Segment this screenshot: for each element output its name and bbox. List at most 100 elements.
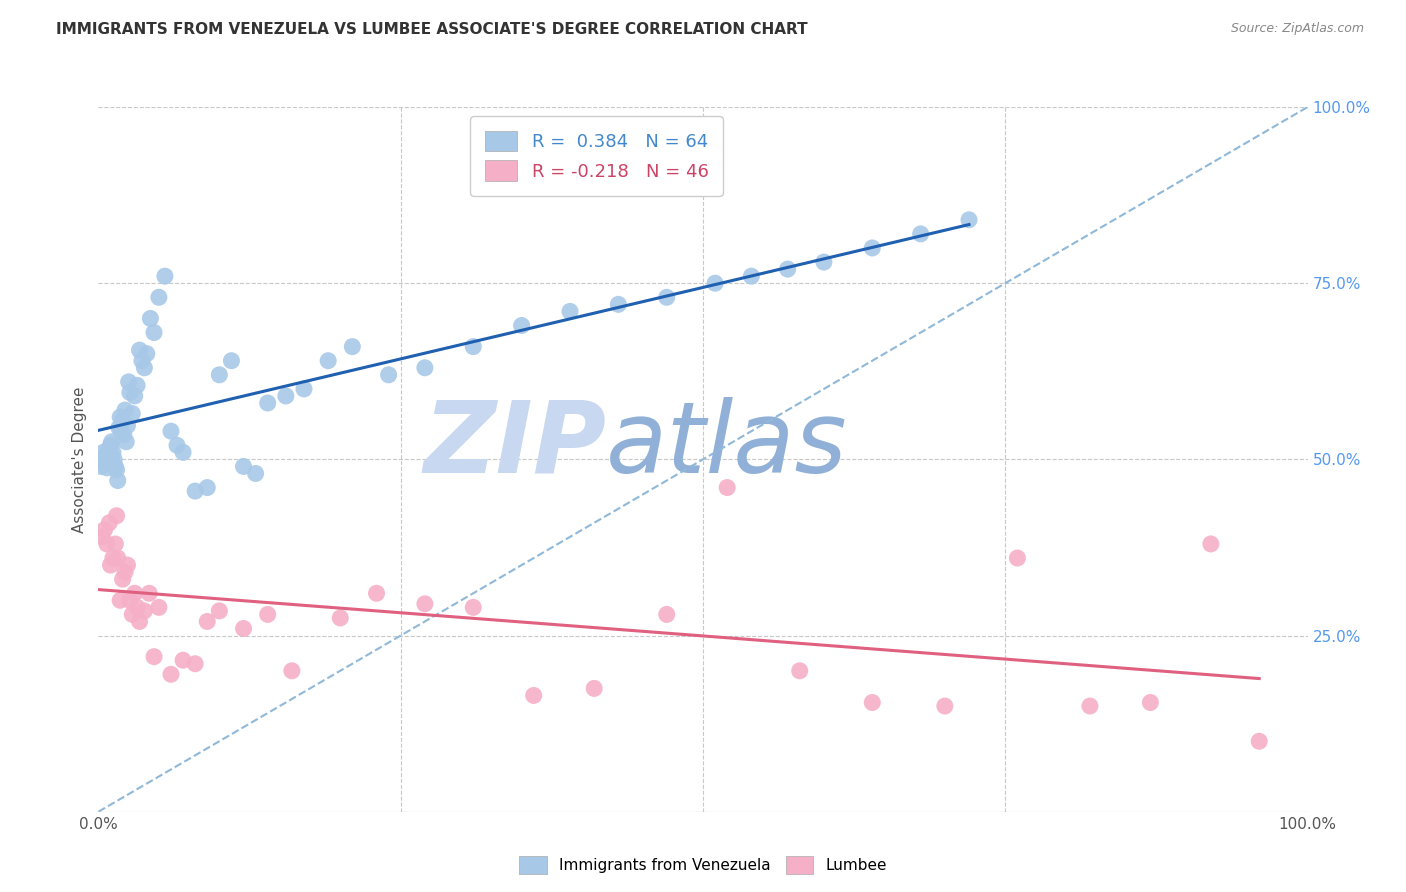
Point [195, 481, 218, 495]
Point [91, 530, 114, 544]
Point [128, 343, 150, 358]
Point [124, 389, 146, 403]
Point [118, 385, 141, 400]
Point [910, 227, 932, 241]
Point [134, 360, 156, 375]
Point [135, 346, 157, 360]
Point [93, 456, 115, 470]
Point [104, 537, 127, 551]
Point [104, 459, 127, 474]
Point [172, 653, 194, 667]
Point [860, 241, 883, 255]
Point [160, 424, 183, 438]
Y-axis label: Associate's Degree: Associate's Degree [72, 386, 87, 533]
Point [101, 551, 124, 566]
Point [208, 368, 231, 382]
Point [114, 565, 136, 579]
Point [94, 449, 117, 463]
Point [813, 255, 835, 269]
Point [110, 424, 132, 438]
Point [274, 389, 297, 403]
Point [523, 689, 546, 703]
Point [256, 396, 278, 410]
Point [740, 269, 762, 284]
Point [127, 600, 149, 615]
Point [114, 403, 136, 417]
Point [143, 326, 166, 340]
Point [342, 340, 364, 354]
Point [108, 593, 131, 607]
Point [153, 269, 176, 284]
Point [413, 360, 436, 375]
Point [1139, 696, 1161, 710]
Point [195, 615, 218, 629]
Point [558, 304, 581, 318]
Point [413, 597, 436, 611]
Point [232, 622, 254, 636]
Point [105, 508, 128, 523]
Point [463, 340, 485, 354]
Point [90, 459, 112, 474]
Text: Source: ZipAtlas.com: Source: ZipAtlas.com [1230, 22, 1364, 36]
Point [98, 516, 121, 530]
Point [510, 318, 533, 333]
Point [96, 460, 118, 475]
Point [96, 537, 118, 551]
Point [655, 290, 678, 304]
Point [134, 604, 156, 618]
Point [121, 607, 143, 622]
Text: ZIP: ZIP [423, 397, 606, 494]
Point [148, 290, 170, 304]
Point [131, 353, 153, 368]
Point [103, 452, 125, 467]
Point [1078, 699, 1101, 714]
Point [97, 445, 120, 459]
Point [221, 353, 243, 368]
Point [1249, 734, 1271, 748]
Point [128, 615, 150, 629]
Point [934, 699, 956, 714]
Point [160, 667, 183, 681]
Point [208, 604, 231, 618]
Point [93, 523, 115, 537]
Point [91, 445, 114, 459]
Point [1199, 537, 1222, 551]
Point [463, 600, 485, 615]
Point [143, 649, 166, 664]
Point [111, 572, 134, 586]
Point [583, 681, 606, 696]
Point [100, 558, 122, 573]
Point [148, 600, 170, 615]
Point [101, 445, 124, 459]
Point [112, 427, 135, 442]
Point [108, 410, 131, 425]
Point [957, 212, 980, 227]
Point [256, 607, 278, 622]
Point [716, 481, 738, 495]
Point [245, 467, 267, 481]
Point [127, 378, 149, 392]
Point [98, 442, 121, 456]
Point [105, 463, 128, 477]
Point [107, 474, 129, 488]
Point [139, 311, 162, 326]
Point [292, 382, 315, 396]
Point [91, 452, 114, 467]
Point [117, 418, 139, 433]
Point [366, 586, 388, 600]
Point [860, 696, 883, 710]
Point [118, 375, 141, 389]
Point [1007, 551, 1029, 566]
Point [100, 434, 122, 449]
Point [115, 434, 138, 449]
Point [281, 664, 304, 678]
Point [124, 586, 146, 600]
Point [100, 438, 122, 452]
Point [789, 664, 811, 678]
Point [316, 353, 339, 368]
Legend: R =  0.384   N = 64, R = -0.218   N = 46: R = 0.384 N = 64, R = -0.218 N = 46 [470, 116, 723, 195]
Point [377, 368, 399, 382]
Point [184, 484, 207, 499]
Point [232, 459, 254, 474]
Point [107, 551, 129, 566]
